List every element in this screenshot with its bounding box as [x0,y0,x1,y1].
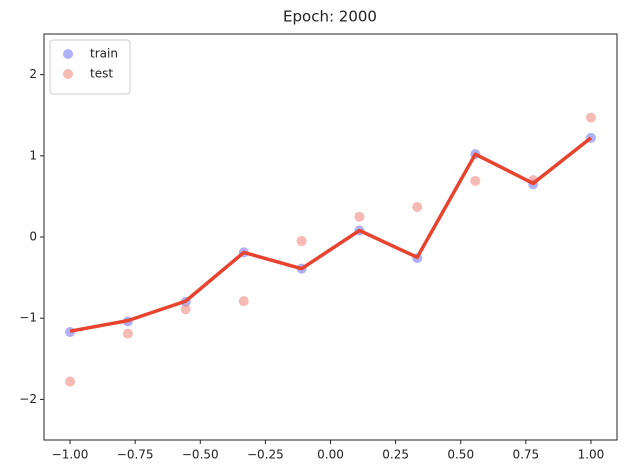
scatter-point [412,201,423,212]
scatter-point [65,376,76,387]
scatter-point [180,304,191,315]
x-tick-label: −0.25 [247,448,284,462]
y-tick-label: −1 [19,311,37,325]
legend-marker [63,49,73,59]
scatter-point [238,296,249,307]
scatter-point [122,328,133,339]
x-tick-label: 0.50 [447,448,474,462]
scatter-point [585,112,596,123]
plot-frame [43,33,618,441]
x-tick-label: −0.50 [182,448,219,462]
legend-label: train [90,47,118,61]
legend-marker [63,69,73,79]
x-tick-label: 1.00 [578,448,605,462]
x-tick-label: −0.75 [117,448,154,462]
scatter-point [354,211,365,222]
x-tick-label: −1.00 [52,448,89,462]
legend-label: test [90,67,113,81]
chart-title: Epoch: 2000 [283,8,377,26]
x-tick-label: 0.00 [317,448,344,462]
y-tick-label: −2 [19,392,37,406]
y-tick-label: 0 [29,230,37,244]
scatter-point [470,175,481,186]
y-tick-label: 2 [29,67,37,81]
scatter-point [296,236,307,247]
x-tick-label: 0.25 [382,448,409,462]
x-tick-label: 0.75 [512,448,539,462]
fit-line [69,136,593,333]
y-tick-label: 1 [29,148,37,162]
